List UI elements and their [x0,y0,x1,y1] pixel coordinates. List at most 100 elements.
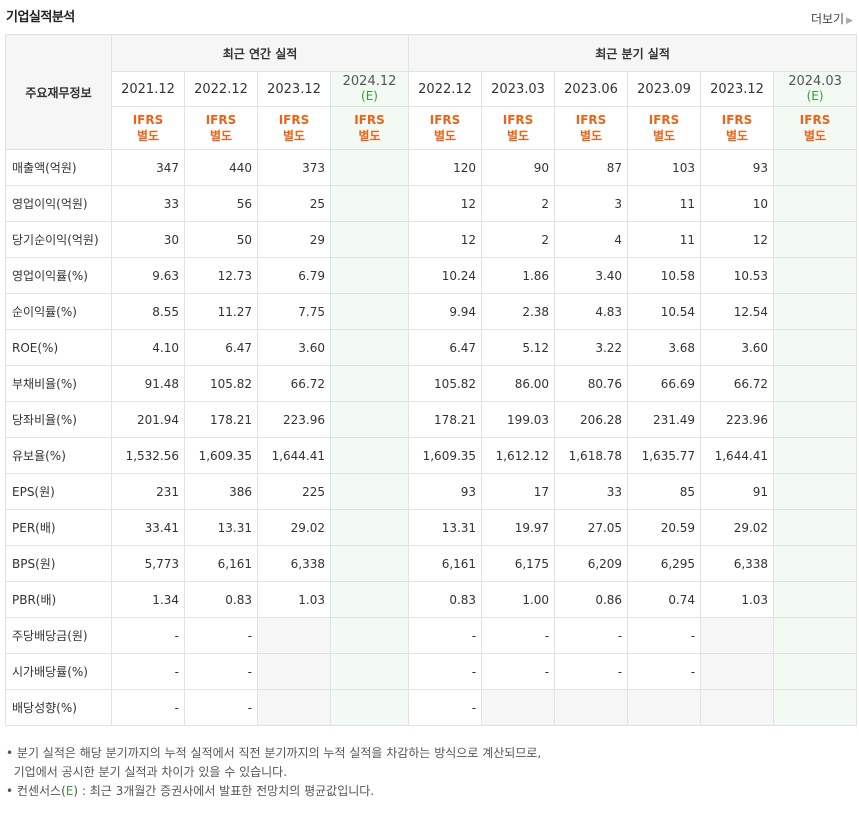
value-cell: 50 [184,221,258,258]
ifrs-basis-label: IFRS 별도 [111,106,185,150]
value-cell: 13.31 [184,509,258,546]
value-cell: 33 [554,473,629,510]
value-cell: 178.21 [408,401,483,438]
value-cell: - [111,617,185,654]
separate-label: 별도 [358,129,381,143]
estimate-mark: (E) [361,89,378,103]
estimate-mark: (E) [806,89,824,103]
value-cell: 7.75 [257,293,331,330]
value-cell: 87 [554,149,629,186]
separate-label: 별도 [136,129,160,143]
value-cell [773,401,858,438]
value-cell: - [111,653,185,690]
value-cell: 91 [700,473,775,510]
value-cell: 33 [111,185,185,222]
value-cell [257,689,331,726]
value-cell: 1,609.35 [184,437,258,474]
table-row: 유보율(%) 1,532.56 1,609.35 1,644.41 1,609.35 1,… [5,437,858,474]
value-cell [329,365,410,402]
value-cell: - [481,617,556,654]
value-cell: - [184,689,258,726]
more-link[interactable]: 더보기 ▶ [811,10,853,27]
value-cell: 29.02 [257,509,331,546]
value-cell: 5,773 [111,545,185,582]
value-cell: 33.41 [111,509,185,546]
value-cell [700,689,775,726]
value-cell: 4 [554,221,629,258]
value-cell: 85 [627,473,702,510]
value-cell: 6.47 [408,329,483,366]
row-label: 영업이익률(%) [5,257,112,294]
value-cell: - [184,653,258,690]
value-cell: 8.55 [111,293,185,330]
separate-label: 별도 [507,129,530,143]
value-cell: - [408,617,483,654]
value-cell: 199.03 [481,401,556,438]
value-cell [329,689,410,726]
period-header: 2022.12 [184,71,258,107]
value-cell: 386 [184,473,258,510]
value-cell: 27.05 [554,509,629,546]
value-cell: - [627,653,702,690]
table-row: 주당배당금(원) - - - - - - [5,617,858,654]
ifrs-label: IFRS [721,113,753,127]
value-cell: 0.74 [627,581,702,618]
value-cell: 6,209 [554,545,629,582]
value-cell: 19.97 [481,509,556,546]
ifrs-label: IFRS [429,113,461,127]
value-cell [700,617,775,654]
value-cell: 3.22 [554,329,629,366]
value-cell: 80.76 [554,365,629,402]
value-cell: - [408,653,483,690]
ifrs-basis-label: IFRS 별도 [773,106,858,150]
row-label: PBR(배) [5,581,112,618]
period-label: 2022.12 [418,81,472,97]
period-label: 2023.12 [710,81,764,97]
value-cell [329,329,410,366]
value-cell: 12 [700,221,775,258]
value-cell [329,149,410,186]
value-cell [481,689,556,726]
quarter-group-header: 최근 분기 실적 [408,34,858,72]
value-cell: 6.79 [257,257,331,294]
period-label: 2024.12 [342,74,397,89]
value-cell: 3 [554,185,629,222]
ifrs-basis-label: IFRS 별도 [329,106,410,150]
value-cell: 86.00 [481,365,556,402]
value-cell: 12.73 [184,257,258,294]
value-cell: 11.27 [184,293,258,330]
table-row: EPS(원) 231 386 225 93 17 33 85 91 [5,473,858,510]
row-label: EPS(원) [5,473,112,510]
value-cell: 20.59 [627,509,702,546]
value-cell: - [408,689,483,726]
row-label: 시가배당률(%) [5,653,112,690]
value-cell: 0.83 [408,581,483,618]
value-cell: 3.40 [554,257,629,294]
value-cell: 10.53 [700,257,775,294]
period-label: 2021.12 [121,81,175,97]
ifrs-label: IFRS [278,113,310,127]
chevron-right-icon: ▶ [846,16,853,26]
value-cell [773,221,858,258]
separate-label: 별도 [282,129,306,143]
table-row: 시가배당률(%) - - - - - - [5,653,858,690]
value-cell: - [111,689,185,726]
value-cell: 66.72 [700,365,775,402]
value-cell [773,149,858,186]
value-cell: 2 [481,185,556,222]
table-row: 당기순이익(억원) 30 50 29 12 2 4 11 12 [5,221,858,258]
period-label: 2022.12 [194,81,248,97]
period-header: 2022.12 [408,71,483,107]
ifrs-basis-label: IFRS 별도 [184,106,258,150]
value-cell: 3.60 [257,329,331,366]
period-label: 2024.03 [788,74,842,89]
row-label: 부채비율(%) [5,365,112,402]
value-cell: 440 [184,149,258,186]
value-cell: 201.94 [111,401,185,438]
ifrs-label: IFRS [575,113,607,127]
period-header: 2024.12 (E) [329,71,410,107]
value-cell: 231.49 [627,401,702,438]
row-label: ROE(%) [5,329,112,366]
period-header: 2023.06 [554,71,629,107]
value-cell: 1.03 [257,581,331,618]
